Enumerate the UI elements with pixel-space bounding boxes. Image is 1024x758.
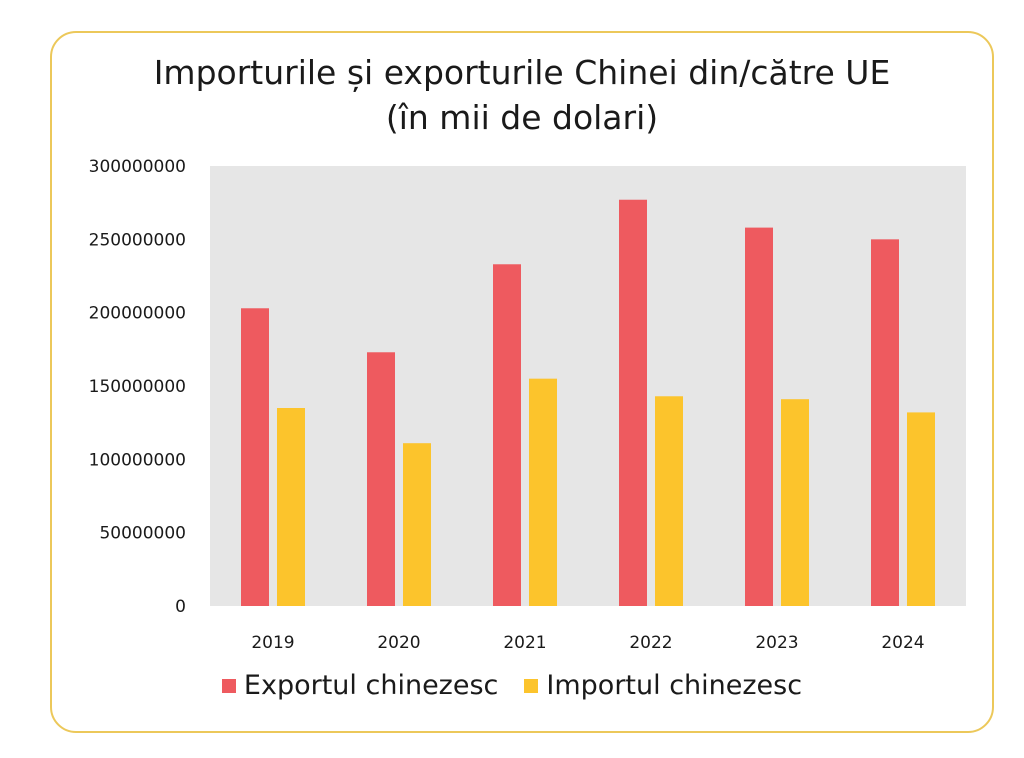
import-bar-2022 [655,396,683,606]
export-bar-2019 [241,308,269,606]
legend-swatch-export [221,678,236,693]
legend: Exportul chinezesc Importul chinezesc [0,670,1024,701]
export-bar-2024 [871,239,899,607]
export-bar-2023 [745,227,773,606]
x-tick-label: 2019 [251,633,294,653]
x-tick-label: 2021 [503,633,546,653]
export-bar-2022 [619,199,647,606]
y-tick-label: 150000000 [89,377,186,397]
x-tick-label: 2022 [629,633,672,653]
y-tick-label: 250000000 [89,230,186,250]
y-tick-label: 300000000 [89,157,186,177]
bar-group [241,199,935,607]
y-tick-label: 50000000 [99,524,186,544]
legend-label-import: Importul chinezesc [546,670,803,701]
x-tick-label: 2020 [377,633,420,653]
y-tick-label: 200000000 [89,304,186,324]
y-axis: 0 50000000 100000000 150000000 200000000 2500… [89,157,186,617]
import-bar-2020 [403,443,431,606]
export-bar-2020 [367,352,395,606]
y-tick-label: 100000000 [89,450,186,470]
legend-swatch-import [524,678,539,693]
import-bar-2023 [781,399,809,606]
import-bar-2019 [277,408,305,606]
x-tick-label: 2023 [755,633,798,653]
legend-item-export: Exportul chinezesc [221,670,499,701]
legend-label-export: Exportul chinezesc [243,670,499,701]
chart-title: Importurile și exporturile Chinei din/că… [153,53,891,92]
chart-subtitle: (în mii de dolari) [385,98,659,137]
x-axis: 2019 2020 2021 2022 2023 2024 [251,633,924,653]
plot-area [210,166,966,606]
import-bar-2021 [529,378,557,606]
y-tick-label: 0 [175,597,186,617]
x-tick-label: 2024 [881,633,924,653]
import-bar-2024 [907,412,935,606]
export-bar-2021 [493,264,521,606]
legend-item-import: Importul chinezesc [524,670,802,701]
